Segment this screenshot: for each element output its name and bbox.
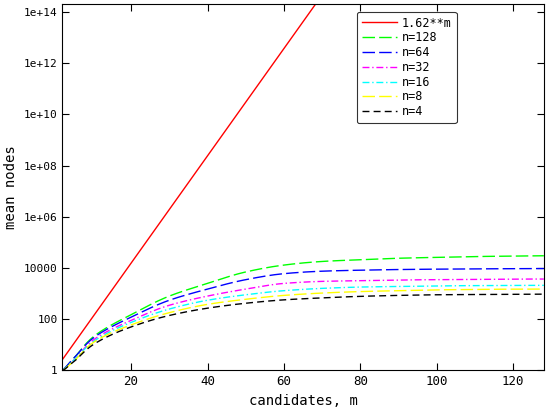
- Line: n=8: n=8: [62, 289, 544, 370]
- n=128: [529, 253, 535, 258]
- n=32: [346, 279, 352, 283]
- n=64: [319, 269, 326, 274]
- Line: n=4: n=4: [62, 294, 544, 370]
- n=8: [59, 368, 66, 373]
- n=4: [290, 297, 297, 302]
- n=16: [454, 283, 460, 288]
- Line: n=128: n=128: [62, 256, 544, 370]
- n=8: [288, 293, 294, 297]
- 1.62**m: [59, 357, 66, 362]
- n=32: [59, 368, 66, 373]
- n=16: [59, 368, 66, 373]
- Line: n=32: n=32: [62, 279, 544, 370]
- n=32: [511, 276, 517, 281]
- Line: n=16: n=16: [62, 286, 544, 370]
- n=32: [290, 280, 297, 285]
- n=64: [529, 266, 535, 271]
- n=128: [290, 261, 297, 266]
- n=128: [454, 254, 460, 259]
- n=128: [288, 262, 294, 267]
- n=8: [346, 290, 352, 295]
- n=128: [59, 368, 66, 373]
- n=64: [59, 368, 66, 373]
- n=8: [454, 287, 460, 292]
- n=8: [529, 287, 535, 292]
- n=4: [529, 292, 535, 297]
- n=32: [540, 276, 547, 281]
- n=4: [454, 292, 460, 297]
- n=64: [540, 266, 547, 271]
- n=32: [454, 277, 460, 282]
- 1.62**m: [288, 36, 294, 41]
- n=4: [288, 297, 294, 302]
- n=64: [288, 271, 294, 276]
- n=16: [290, 288, 297, 293]
- n=16: [540, 283, 547, 288]
- n=64: [346, 268, 352, 273]
- n=128: [319, 259, 326, 264]
- n=64: [290, 270, 297, 275]
- Line: n=64: n=64: [62, 269, 544, 370]
- n=8: [290, 292, 297, 297]
- n=128: [346, 258, 352, 263]
- n=32: [319, 279, 326, 284]
- n=8: [540, 287, 547, 292]
- X-axis label: candidates, m: candidates, m: [249, 394, 357, 408]
- Y-axis label: mean nodes: mean nodes: [4, 145, 18, 229]
- n=8: [319, 290, 326, 295]
- n=64: [454, 267, 460, 272]
- n=16: [288, 288, 294, 293]
- Line: 1.62**m: 1.62**m: [62, 0, 544, 360]
- n=4: [59, 368, 66, 373]
- n=16: [319, 286, 326, 291]
- n=32: [530, 276, 536, 281]
- n=4: [346, 294, 352, 299]
- n=32: [288, 281, 294, 286]
- n=128: [540, 253, 547, 258]
- 1.62**m: [290, 32, 297, 37]
- Legend: 1.62**m, n=128, n=64, n=32, n=16, n=8, n=4: 1.62**m, n=128, n=64, n=32, n=16, n=8, n…: [357, 12, 456, 123]
- n=16: [529, 283, 535, 288]
- n=16: [346, 285, 352, 290]
- n=4: [540, 292, 547, 297]
- n=4: [319, 295, 326, 300]
